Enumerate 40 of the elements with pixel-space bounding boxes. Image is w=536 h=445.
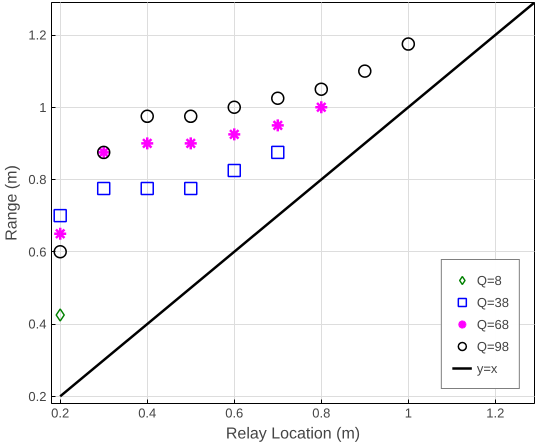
x-axis-title: Relay Location (m): [226, 426, 360, 442]
x-tick-label: 0.4: [138, 406, 156, 420]
point: [271, 91, 285, 105]
y-tick-label: 1: [39, 100, 47, 115]
y-tick-label: 0.8: [28, 172, 47, 188]
point: [402, 37, 416, 51]
x-tick-label: 1: [404, 406, 412, 420]
x-tick-label: 0.2: [51, 406, 70, 420]
x-tick-label: 0.8: [312, 406, 330, 420]
point: [140, 136, 154, 151]
point: [140, 182, 154, 196]
point: [314, 100, 329, 115]
point: [53, 245, 67, 259]
point: [53, 208, 67, 222]
legend-label: y=x: [476, 360, 498, 376]
point: [183, 136, 198, 151]
y-axis-title: Range (m): [3, 165, 20, 241]
point: [184, 182, 198, 196]
point: [228, 100, 242, 114]
point: [140, 110, 154, 124]
point: [52, 226, 68, 241]
x-tick-label: 0.6: [225, 406, 244, 420]
point: [184, 110, 198, 124]
y-tick-label: 0.4: [28, 316, 47, 332]
y-tick-label: 0.2: [28, 388, 47, 404]
point: [314, 82, 328, 96]
point: [227, 127, 242, 142]
y-tick-label: 1.2: [28, 28, 47, 43]
point: [96, 182, 110, 196]
x-tick-label: 1.2: [486, 406, 504, 420]
legend-label: Q=8: [476, 272, 502, 288]
y-tick-label: 0.6: [28, 244, 47, 260]
point: [270, 118, 286, 133]
point: [358, 64, 372, 78]
point: [228, 164, 242, 178]
point: [271, 146, 285, 160]
point: [55, 308, 65, 322]
legend-label: Q=68: [476, 316, 509, 332]
legend-label: Q=98: [476, 338, 509, 354]
legend-label: Q=38: [476, 294, 509, 310]
